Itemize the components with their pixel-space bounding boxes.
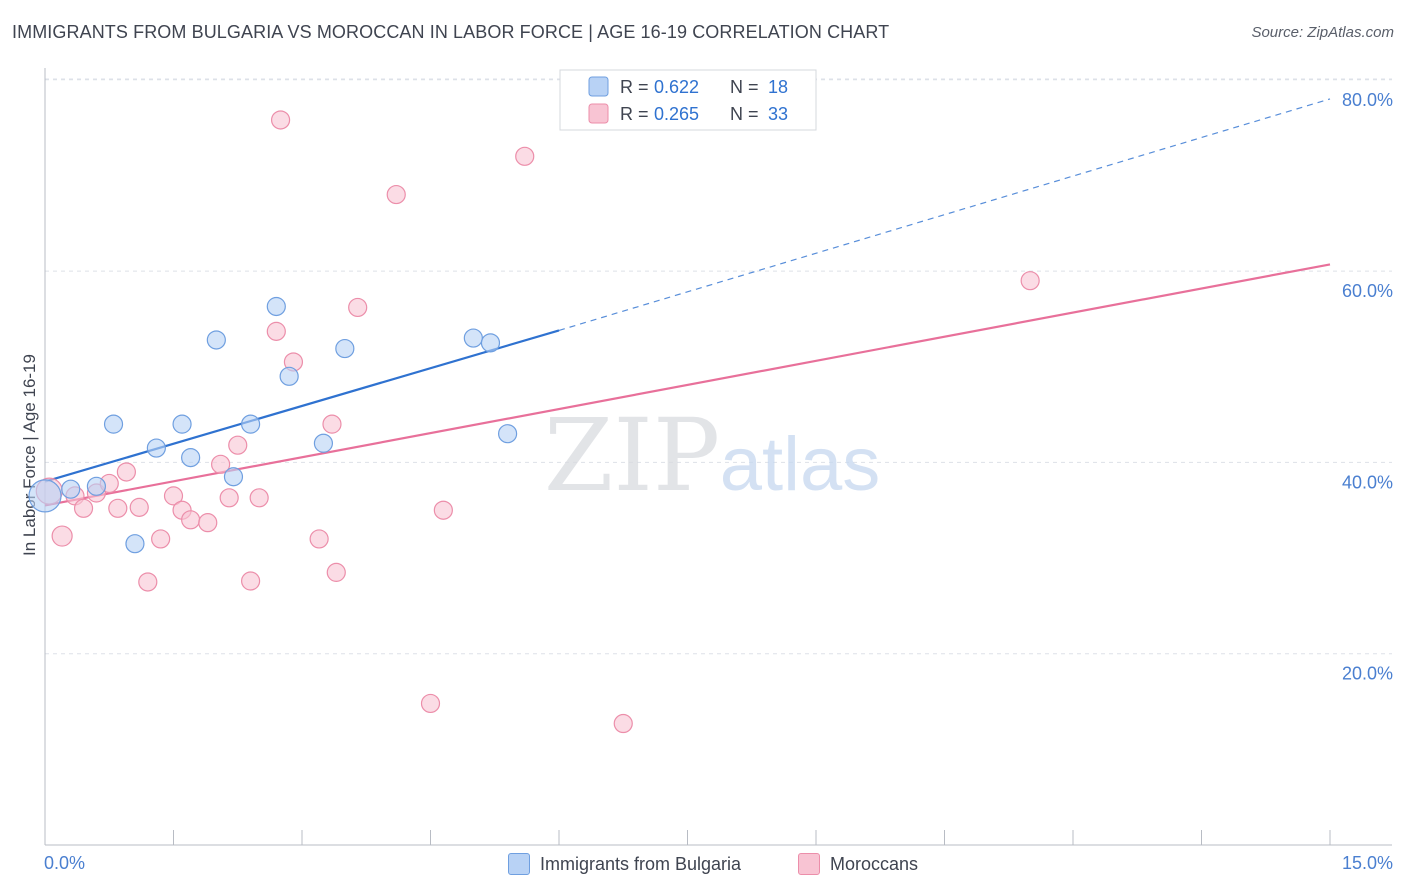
point-bulgaria: [103, 414, 124, 434]
legend-item-bulgaria: Immigrants from Bulgaria: [508, 853, 741, 875]
point-moroccans: [198, 513, 218, 533]
point-moroccans: [420, 693, 441, 714]
point-moroccans: [151, 529, 171, 549]
legend-swatch-bulgaria: [588, 76, 609, 97]
legend-swatch-moroccans: [588, 103, 609, 124]
point-moroccans: [386, 184, 406, 205]
point-bulgaria: [241, 414, 261, 434]
trend-lines: [44, 98, 1331, 507]
point-moroccans: [138, 572, 158, 592]
point-moroccans: [322, 414, 342, 434]
legend-r-value-1: 0.622: [654, 77, 699, 97]
point-bulgaria: [313, 433, 334, 453]
legend-label-moroccans: Moroccans: [830, 853, 919, 874]
point-moroccans: [116, 462, 136, 482]
y-tick-label: 20.0%: [1342, 664, 1393, 684]
point-bulgaria: [335, 338, 355, 359]
point-bulgaria: [206, 330, 226, 350]
legend-box: R = 0.622 N = 18 R = 0.265 N = 33: [559, 69, 817, 131]
point-moroccans: [108, 498, 128, 518]
bottom-legend: Immigrants from Bulgaria Moroccans: [0, 850, 1406, 880]
legend-swatch-moroccans-bottom: [798, 853, 820, 875]
point-moroccans: [129, 497, 149, 517]
point-moroccans: [348, 297, 368, 318]
point-moroccans: [613, 713, 633, 734]
legend-item-moroccans: Moroccans: [798, 853, 918, 875]
point-moroccans: [163, 486, 184, 506]
y-tick-label: 60.0%: [1342, 281, 1393, 301]
axes: [44, 68, 1392, 846]
point-bulgaria: [86, 476, 107, 496]
legend-n-label-1: N =: [730, 77, 759, 97]
point-bulgaria: [172, 414, 192, 434]
chart-title: IMMIGRANTS FROM BULGARIA VS MOROCCAN IN …: [12, 22, 890, 42]
point-moroccans: [51, 525, 73, 547]
legend-n-value-1: 18: [768, 77, 788, 97]
point-moroccans: [309, 529, 329, 549]
point-moroccans: [326, 562, 346, 582]
point-moroccans: [249, 488, 269, 508]
point-bulgaria: [279, 366, 299, 386]
legend-swatch-bulgaria-bottom: [508, 853, 530, 875]
legend-n-label-2: N =: [730, 104, 759, 124]
y-tick-label: 80.0%: [1342, 90, 1393, 110]
x-tick-label-min: 0.0%: [44, 853, 85, 873]
point-bulgaria: [181, 448, 201, 468]
point-moroccans: [181, 510, 201, 530]
point-moroccans: [515, 146, 535, 166]
grid-lines: [45, 78, 1392, 655]
x-tick-label-max: 15.0%: [1342, 853, 1393, 873]
y-tick-label: 40.0%: [1342, 472, 1393, 492]
watermark: ZIP atlas: [544, 397, 880, 514]
point-moroccans: [211, 454, 231, 474]
point-bulgaria: [223, 467, 244, 487]
point-moroccans: [219, 488, 239, 508]
legend-r-label-1: R =: [620, 77, 649, 97]
legend-label-bulgaria: Immigrants from Bulgaria: [540, 853, 742, 874]
legend-n-value-2: 33: [768, 104, 788, 124]
tick-labels: 20.0% 40.0% 60.0% 80.0% 0.0% 15.0%: [44, 90, 1393, 873]
point-moroccans: [266, 321, 286, 341]
point-bulgaria: [266, 296, 286, 317]
point-bulgaria: [61, 479, 81, 499]
point-moroccans: [270, 110, 291, 130]
point-bulgaria: [498, 424, 518, 444]
watermark-zip: ZIP: [544, 397, 720, 514]
point-moroccans: [241, 571, 261, 591]
point-bulgaria: [125, 534, 145, 554]
watermark-atlas: atlas: [720, 422, 881, 507]
point-bulgaria: [146, 438, 166, 458]
legend-r-label-2: R =: [620, 104, 649, 124]
trend-line-bulgaria-extension: [558, 98, 1331, 331]
trend-line-moroccans: [44, 263, 1331, 507]
trend-line-bulgaria: [44, 329, 560, 483]
source-label: Source: ZipAtlas.com: [1251, 24, 1394, 41]
point-moroccans: [1020, 271, 1040, 291]
legend-r-value-2: 0.265: [654, 104, 699, 124]
data-points: [28, 110, 1040, 734]
point-moroccans: [228, 435, 248, 455]
point-moroccans: [73, 498, 94, 518]
point-bulgaria: [28, 479, 62, 513]
point-bulgaria: [480, 333, 501, 353]
point-bulgaria: [463, 328, 483, 348]
point-moroccans: [433, 500, 453, 520]
